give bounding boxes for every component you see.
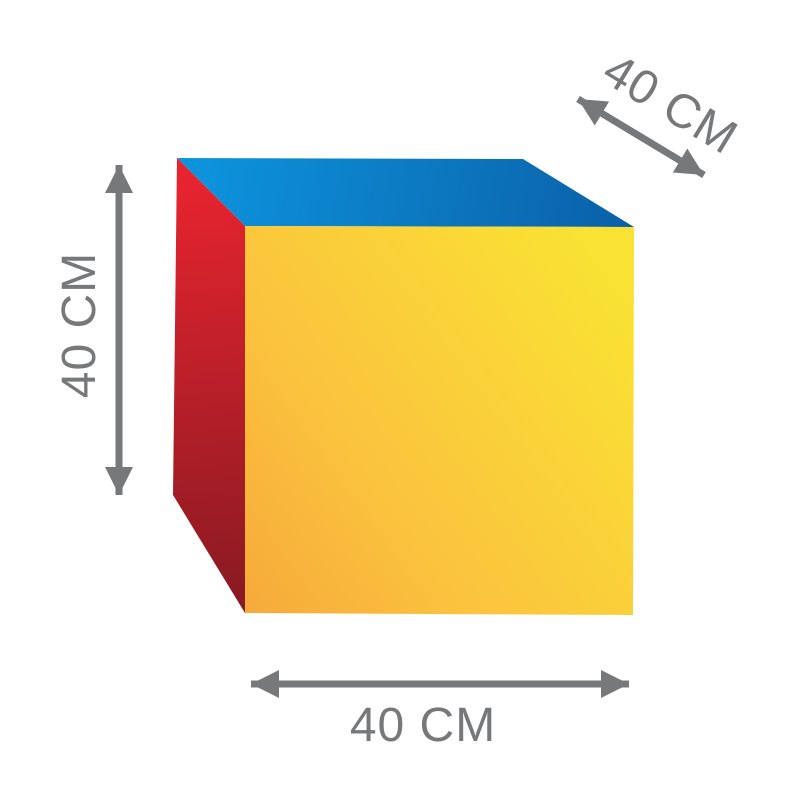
width-dimension: 40 CM bbox=[251, 670, 629, 752]
cube-top-face bbox=[177, 158, 634, 227]
cube-left-face bbox=[173, 158, 245, 613]
cube bbox=[173, 158, 634, 615]
depth-dimension: 40 CM bbox=[576, 44, 747, 178]
height-dimension-label: 40 CM bbox=[53, 252, 106, 398]
depth-dimension-label: 40 CM bbox=[594, 44, 747, 165]
width-dimension-label: 40 CM bbox=[350, 699, 496, 752]
cube-front-face bbox=[245, 226, 634, 615]
depth-dimension-arrow bbox=[576, 96, 706, 178]
height-dimension: 40 CM bbox=[53, 165, 133, 495]
